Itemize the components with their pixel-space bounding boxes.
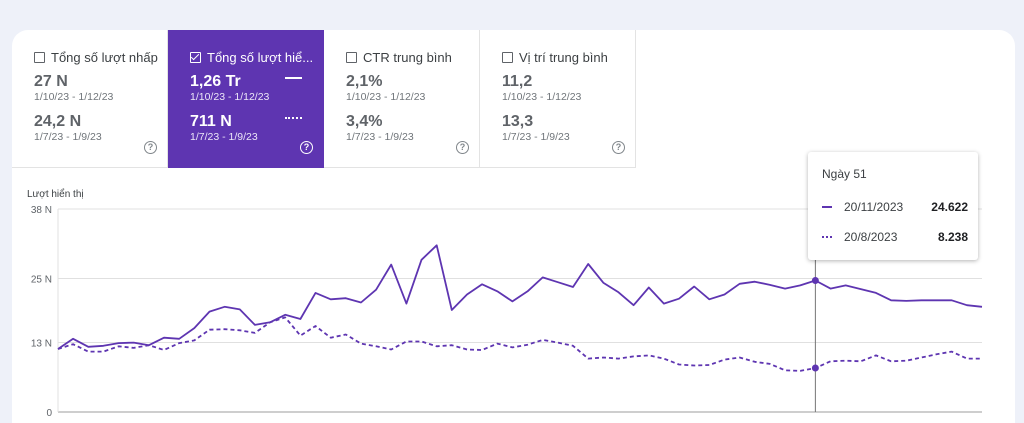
checkbox-icon[interactable] (34, 51, 45, 63)
help-icon[interactable]: ? (144, 141, 157, 154)
y-tick-label: 0 (46, 408, 52, 419)
dotted-line-legend-icon (285, 117, 302, 119)
solid-line-legend-icon (285, 77, 302, 79)
metric-tile-header: Vị trí trung bình (502, 49, 635, 65)
metric-previous-value: 3,4% (346, 113, 383, 130)
tooltip-value: 24.622 (931, 200, 968, 214)
checkbox-icon[interactable] (502, 51, 513, 63)
metric-title: CTR trung bình (363, 49, 452, 65)
metric-previous-range: 1/7/23 - 1/9/23 (34, 131, 102, 143)
metric-title: Tổng số lượt nhấp (51, 49, 158, 65)
metric-previous-range: 1/7/23 - 1/9/23 (502, 131, 570, 143)
tooltip-date: 20/11/2023 (844, 200, 904, 214)
help-icon[interactable]: ? (612, 141, 625, 154)
metric-current-value: 1,26 Tr (190, 73, 241, 90)
chart-tooltip: Ngày 51 20/11/2023 24.622 20/8/2023 8.23… (808, 152, 978, 260)
metric-current-value: 2,1% (346, 73, 383, 90)
y-tick-label: 25 N (31, 274, 52, 285)
metric-tile-header: CTR trung bình (346, 49, 479, 65)
y-tick-label: 38 N (31, 205, 52, 216)
checkbox-icon[interactable] (346, 51, 357, 63)
help-icon[interactable]: ? (300, 141, 313, 154)
metric-tiles: Tổng số lượt nhấp 27 N 1/10/23 - 1/12/23… (12, 30, 636, 168)
tooltip-row-previous: 20/8/2023 8.238 (822, 230, 968, 244)
metric-current-value: 11,2 (502, 73, 533, 90)
metric-previous-value: 24,2 N (34, 113, 82, 130)
current-period-line (57, 244, 983, 350)
metric-tile-average-ctr[interactable]: CTR trung bình 2,1% 1/10/23 - 1/12/23 3,… (324, 30, 480, 168)
checkbox-checked-icon[interactable] (190, 51, 201, 63)
help-icon[interactable]: ? (456, 141, 469, 154)
tooltip-row-current: 20/11/2023 24.622 (822, 200, 968, 214)
metric-current-range: 1/10/23 - 1/12/23 (190, 91, 270, 103)
metric-tile-header: Tổng số lượt nhấp (34, 49, 167, 65)
tooltip-date: 20/8/2023 (844, 230, 898, 244)
metric-tile-average-position[interactable]: Vị trí trung bình 11,2 1/10/23 - 1/12/23… (480, 30, 636, 168)
impressions-line-chart[interactable]: 013 N25 N38 N8162432404856 (12, 195, 1015, 423)
y-axis-label: Lượt hiển thị (27, 189, 84, 200)
metric-previous-value: 13,3 (502, 113, 534, 130)
hover-point (811, 364, 819, 372)
metric-current-range: 1/10/23 - 1/12/23 (502, 91, 582, 103)
metric-previous-range: 1/7/23 - 1/9/23 (346, 131, 414, 143)
previous-period-line (57, 316, 982, 372)
metric-tile-total-clicks[interactable]: Tổng số lượt nhấp 27 N 1/10/23 - 1/12/23… (12, 30, 168, 168)
dotted-line-swatch-icon (822, 236, 832, 238)
performance-card: Tổng số lượt nhấp 27 N 1/10/23 - 1/12/23… (12, 30, 1015, 423)
hover-point (811, 276, 819, 284)
metric-previous-range: 1/7/23 - 1/9/23 (190, 131, 258, 143)
tooltip-title: Ngày 51 (822, 167, 867, 181)
tooltip-value: 8.238 (937, 230, 968, 244)
metric-title: Tổng số lượt hiể... (207, 49, 314, 65)
metric-title: Vị trí trung bình (519, 49, 608, 65)
metric-tile-total-impressions[interactable]: Tổng số lượt hiể... 1,26 Tr 1/10/23 - 1/… (168, 30, 324, 168)
metric-current-range: 1/10/23 - 1/12/23 (34, 91, 114, 103)
metric-current-range: 1/10/23 - 1/12/23 (346, 91, 426, 103)
metric-current-value: 27 N (34, 73, 68, 90)
y-tick-label: 13 N (31, 339, 52, 350)
solid-line-swatch-icon (822, 206, 832, 208)
metric-tile-header: Tổng số lượt hiể... (190, 49, 323, 65)
metric-previous-value: 711 N (190, 113, 232, 130)
